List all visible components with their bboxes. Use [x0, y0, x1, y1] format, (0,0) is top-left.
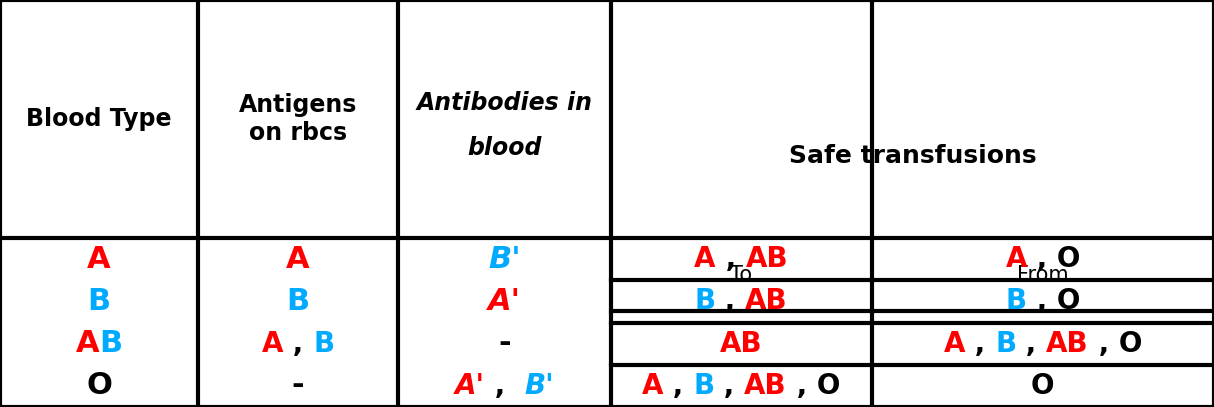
Text: Blood Type: Blood Type: [27, 107, 171, 131]
Text: To: To: [730, 265, 753, 285]
Text: -: -: [498, 329, 511, 358]
Text: ,: ,: [664, 372, 693, 400]
Text: AB: AB: [720, 330, 762, 358]
Text: ,: ,: [715, 372, 744, 400]
Text: Antigens
on rbcs: Antigens on rbcs: [239, 93, 357, 145]
Text: B: B: [87, 287, 110, 316]
Text: B: B: [100, 329, 123, 358]
Text: B: B: [995, 330, 1016, 358]
Text: B: B: [694, 287, 715, 315]
Text: , O: , O: [1089, 330, 1142, 358]
Text: A: A: [1005, 245, 1027, 273]
Text: AB: AB: [744, 372, 787, 400]
Text: -: -: [291, 371, 305, 400]
Text: B: B: [1005, 287, 1027, 315]
Text: A': A': [455, 372, 484, 400]
Text: ,: ,: [484, 372, 524, 400]
Text: AB: AB: [1046, 330, 1089, 358]
Text: Safe transfusions: Safe transfusions: [789, 144, 1036, 168]
Text: B: B: [287, 287, 310, 316]
Text: B': B': [524, 372, 554, 400]
Text: ,: ,: [283, 330, 313, 358]
Text: ,: ,: [965, 330, 995, 358]
Text: From: From: [1017, 265, 1068, 285]
Text: A: A: [694, 245, 715, 273]
Text: , O: , O: [1027, 245, 1080, 273]
Text: A: A: [287, 245, 310, 274]
Text: A': A': [488, 287, 521, 316]
Text: , O: , O: [1027, 287, 1080, 315]
Text: Antibodies in: Antibodies in: [416, 91, 592, 115]
Text: AB: AB: [745, 287, 788, 315]
Text: AB: AB: [745, 245, 788, 273]
Text: A: A: [262, 330, 283, 358]
Text: B: B: [693, 372, 715, 400]
Text: ,: ,: [1016, 330, 1046, 358]
Text: A: A: [75, 329, 100, 358]
Text: O: O: [1031, 372, 1055, 400]
Text: A: A: [87, 245, 110, 274]
Text: A: A: [943, 330, 965, 358]
Text: blood: blood: [467, 136, 541, 160]
Text: B': B': [488, 245, 521, 274]
Text: A: A: [642, 372, 664, 400]
Text: B: B: [313, 330, 334, 358]
Text: ,: ,: [715, 245, 745, 273]
Text: , O: , O: [787, 372, 840, 400]
Text: ,: ,: [715, 287, 745, 315]
Text: O: O: [86, 371, 112, 400]
